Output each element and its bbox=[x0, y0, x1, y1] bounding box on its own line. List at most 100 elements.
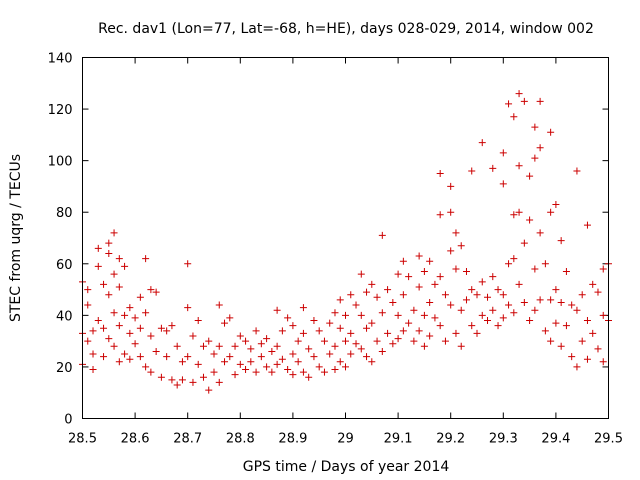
y-tick-label: 20 bbox=[56, 361, 73, 376]
data-point bbox=[405, 319, 413, 327]
data-point bbox=[126, 304, 134, 312]
data-point bbox=[405, 273, 413, 281]
data-point bbox=[184, 353, 192, 361]
data-point bbox=[136, 324, 144, 332]
data-point bbox=[378, 231, 386, 239]
data-point bbox=[336, 358, 344, 366]
x-tick-label: 29.4 bbox=[541, 432, 570, 447]
data-point bbox=[536, 229, 544, 237]
data-point bbox=[163, 353, 171, 361]
data-point bbox=[357, 345, 365, 353]
data-point bbox=[168, 322, 176, 330]
data-point bbox=[547, 128, 555, 136]
data-point bbox=[221, 319, 229, 327]
data-point bbox=[121, 350, 129, 358]
data-point bbox=[378, 309, 386, 317]
data-point bbox=[415, 327, 423, 335]
data-point bbox=[568, 301, 576, 309]
data-point bbox=[289, 322, 297, 330]
data-point bbox=[305, 345, 313, 353]
data-point bbox=[473, 329, 481, 337]
data-point bbox=[557, 298, 565, 306]
data-point bbox=[173, 342, 181, 350]
data-point bbox=[447, 247, 455, 255]
data-point bbox=[199, 342, 207, 350]
data-point bbox=[126, 355, 134, 363]
data-point bbox=[289, 371, 297, 379]
data-point bbox=[363, 324, 371, 332]
data-point bbox=[468, 167, 476, 175]
x-tick-label: 28.7 bbox=[173, 432, 202, 447]
data-point bbox=[373, 337, 381, 345]
data-point bbox=[194, 317, 202, 325]
data-point bbox=[84, 337, 92, 345]
data-point bbox=[163, 327, 171, 335]
data-point bbox=[436, 211, 444, 219]
y-axis-label: STEC from uqrg / TECUs bbox=[8, 154, 24, 322]
data-point bbox=[436, 273, 444, 281]
data-point bbox=[294, 358, 302, 366]
data-point bbox=[231, 371, 239, 379]
data-point bbox=[589, 329, 597, 337]
data-point bbox=[147, 286, 155, 294]
data-point bbox=[573, 306, 581, 314]
data-point bbox=[115, 322, 123, 330]
data-point bbox=[152, 347, 160, 355]
data-point bbox=[420, 268, 428, 276]
data-point bbox=[263, 335, 271, 343]
data-point bbox=[384, 286, 392, 294]
data-point bbox=[447, 182, 455, 190]
data-point bbox=[368, 319, 376, 327]
data-point bbox=[478, 311, 486, 319]
data-point bbox=[583, 221, 591, 229]
data-point bbox=[342, 363, 349, 371]
y-tick-label: 80 bbox=[56, 206, 73, 221]
data-point bbox=[89, 327, 97, 335]
y-tick-label: 0 bbox=[64, 413, 72, 428]
data-point bbox=[331, 309, 339, 317]
data-point bbox=[142, 309, 150, 317]
data-point bbox=[226, 314, 234, 322]
data-point bbox=[221, 358, 229, 366]
data-point bbox=[299, 329, 307, 337]
data-point bbox=[552, 319, 560, 327]
data-point bbox=[273, 360, 281, 368]
data-point bbox=[189, 332, 197, 340]
data-point bbox=[247, 358, 255, 366]
data-point bbox=[268, 347, 276, 355]
data-point bbox=[499, 180, 507, 188]
data-point bbox=[426, 298, 434, 306]
data-point bbox=[599, 311, 607, 319]
data-point bbox=[489, 164, 497, 172]
data-point bbox=[594, 345, 602, 353]
data-point bbox=[326, 319, 334, 327]
data-point bbox=[121, 311, 129, 319]
data-point bbox=[331, 366, 339, 374]
data-point bbox=[215, 342, 223, 350]
data-point bbox=[105, 239, 113, 247]
data-point bbox=[368, 358, 376, 366]
data-point bbox=[505, 301, 513, 309]
data-point bbox=[173, 381, 181, 389]
data-point bbox=[510, 255, 518, 263]
data-point bbox=[468, 322, 476, 330]
data-point bbox=[410, 337, 418, 345]
data-point bbox=[484, 317, 492, 325]
data-point bbox=[310, 317, 318, 325]
data-point bbox=[515, 90, 523, 98]
data-point bbox=[100, 280, 108, 288]
y-tick-label: 60 bbox=[56, 258, 73, 273]
data-point bbox=[315, 363, 323, 371]
data-point bbox=[110, 309, 118, 317]
data-point bbox=[536, 296, 544, 304]
data-point bbox=[294, 337, 302, 345]
data-point bbox=[242, 366, 250, 374]
data-point bbox=[573, 167, 581, 175]
data-point bbox=[510, 211, 518, 219]
data-point bbox=[236, 332, 244, 340]
data-point bbox=[89, 366, 97, 374]
data-point bbox=[347, 350, 355, 358]
data-point bbox=[299, 304, 307, 312]
data-point bbox=[378, 347, 386, 355]
data-point bbox=[520, 97, 528, 105]
